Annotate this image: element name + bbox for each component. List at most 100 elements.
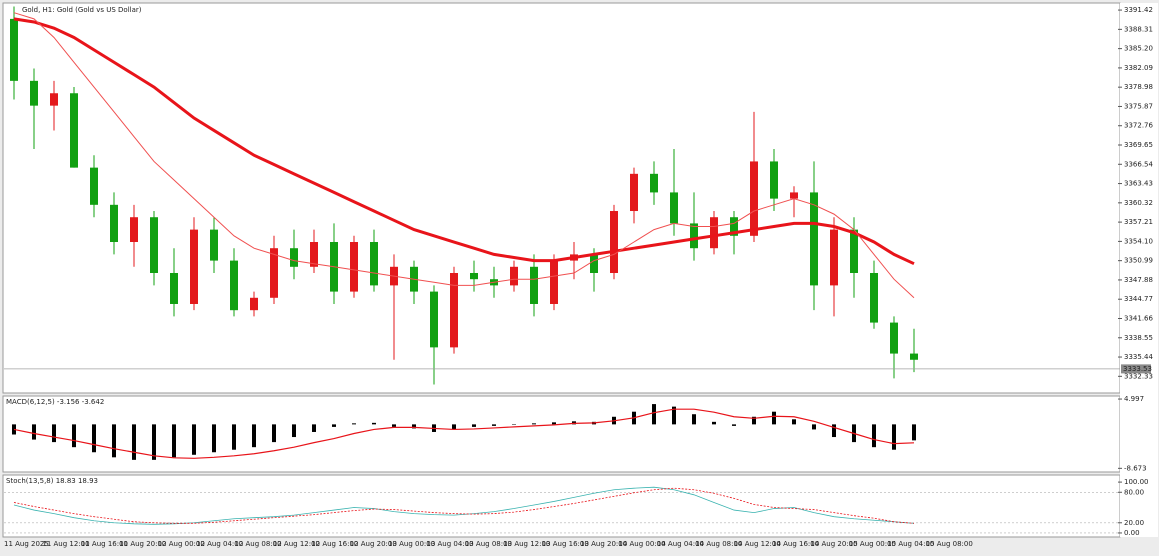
y-tick-label: 4.997 xyxy=(1124,395,1144,403)
macd-title: MACD(6,12,5) -3.156 -3.642 xyxy=(6,398,104,406)
candle-body xyxy=(670,192,678,224)
macd-bar xyxy=(172,424,176,458)
x-tick-label: 15 Aug 08:00 xyxy=(926,540,973,548)
candle-body xyxy=(190,229,198,304)
candle-body xyxy=(110,204,118,243)
candle-body xyxy=(910,353,918,360)
candle-body xyxy=(830,229,838,286)
x-tick-label: 14 Aug 00:00 xyxy=(618,540,665,548)
macd-bar xyxy=(472,424,476,427)
y-tick-label: 0.00 xyxy=(1124,529,1140,537)
candle-body xyxy=(770,161,778,199)
macd-bar xyxy=(92,424,96,453)
y-tick-label: 20.00 xyxy=(1124,519,1144,527)
candle-body xyxy=(710,217,718,249)
x-tick-label: 14 Aug 16:00 xyxy=(772,540,819,548)
x-tick-label: 15 Aug 00:00 xyxy=(849,540,896,548)
candle-body xyxy=(610,211,618,273)
y-tick-label: 3335.44 xyxy=(1124,353,1153,361)
macd-bar xyxy=(132,424,136,460)
macd-bar xyxy=(72,424,76,448)
x-tick-label: 12 Aug 04:00 xyxy=(196,540,243,548)
y-tick-label: 3344.77 xyxy=(1124,295,1153,303)
x-tick-label: 12 Aug 08:00 xyxy=(234,540,281,548)
macd-bar xyxy=(352,423,356,425)
line xyxy=(13,487,915,524)
macd-bar xyxy=(372,422,376,425)
y-tick-label: 3357.21 xyxy=(1124,218,1153,226)
x-tick-label: 13 Aug 20:00 xyxy=(580,540,627,548)
candle-body xyxy=(350,242,358,292)
x-tick-label: 11 Aug 2025 xyxy=(4,540,49,548)
x-tick-label: 11 Aug 16:00 xyxy=(81,540,128,548)
candle-body xyxy=(170,272,178,304)
macd-bar xyxy=(452,424,456,430)
x-tick-label: 12 Aug 20:00 xyxy=(350,540,397,548)
stoch-panel xyxy=(2,474,1121,538)
macd-bar xyxy=(52,424,56,443)
candle-body xyxy=(790,192,798,199)
macd-panel xyxy=(2,395,1121,473)
y-tick-label: 3369.65 xyxy=(1124,141,1153,149)
y-tick-label: 3382.09 xyxy=(1124,64,1153,72)
macd-bar xyxy=(552,422,556,425)
y-tick-label: 3347.88 xyxy=(1124,276,1153,284)
y-tick-label: 100.00 xyxy=(1124,478,1149,486)
x-tick-label: 14 Aug 12:00 xyxy=(734,540,781,548)
macd-bar xyxy=(332,424,336,427)
y-tick-label: 3354.10 xyxy=(1124,237,1153,245)
macd-bar xyxy=(112,424,116,458)
line xyxy=(13,486,915,525)
y-tick-label: 3332.33 xyxy=(1124,372,1153,380)
y-tick-label: 3366.54 xyxy=(1124,160,1153,168)
macd-bar xyxy=(752,416,756,425)
line xyxy=(13,12,915,299)
macd-bar xyxy=(412,424,416,429)
macd-bar xyxy=(732,424,736,426)
line xyxy=(13,408,915,459)
macd-bar xyxy=(392,424,396,427)
macd-bar xyxy=(792,419,796,425)
macd-bar xyxy=(672,406,676,425)
candle-body xyxy=(270,248,278,298)
current-price-box xyxy=(1121,364,1151,374)
y-tick-label: 3360.32 xyxy=(1124,199,1153,207)
candle-body xyxy=(650,173,658,193)
candle-body xyxy=(730,217,738,236)
macd-bar xyxy=(812,424,816,430)
candle-body xyxy=(890,322,898,354)
y-tick-label: 3341.66 xyxy=(1124,314,1153,322)
macd-bar xyxy=(912,424,916,441)
x-tick-label: 12 Aug 12:00 xyxy=(273,540,320,548)
macd-bar xyxy=(652,404,656,425)
macd-bar xyxy=(312,424,316,432)
candle-body xyxy=(10,18,18,81)
candle-body xyxy=(430,291,438,348)
macd-bar xyxy=(512,424,516,425)
chart-title: Gold, H1: Gold (Gold vs US Dollar) xyxy=(22,6,142,14)
y-tick-label: 80.00 xyxy=(1124,488,1144,496)
x-tick-label: 12 Aug 16:00 xyxy=(311,540,358,548)
x-tick-label: 13 Aug 04:00 xyxy=(426,540,473,548)
x-tick-label: 11 Aug 12:00 xyxy=(42,540,89,548)
candle-body xyxy=(310,242,318,267)
candle-body xyxy=(470,272,478,280)
y-tick-label: 3388.31 xyxy=(1124,25,1153,33)
candle-body xyxy=(870,272,878,323)
y-tick-label: 3350.99 xyxy=(1124,257,1153,265)
macd-bar xyxy=(532,423,536,425)
x-tick-label: 13 Aug 00:00 xyxy=(388,540,435,548)
x-tick-label: 13 Aug 08:00 xyxy=(465,540,512,548)
candle-body xyxy=(230,260,238,311)
macd-bar xyxy=(272,424,276,443)
macd-bar xyxy=(492,424,496,426)
macd-bar xyxy=(832,424,836,438)
macd-bar xyxy=(772,411,776,425)
x-tick-label: 11 Aug 20:00 xyxy=(119,540,166,548)
price-panel xyxy=(2,2,1121,394)
candle-body xyxy=(630,173,638,212)
x-tick-label: 12 Aug 00:00 xyxy=(158,540,205,548)
candle-body xyxy=(70,93,78,168)
